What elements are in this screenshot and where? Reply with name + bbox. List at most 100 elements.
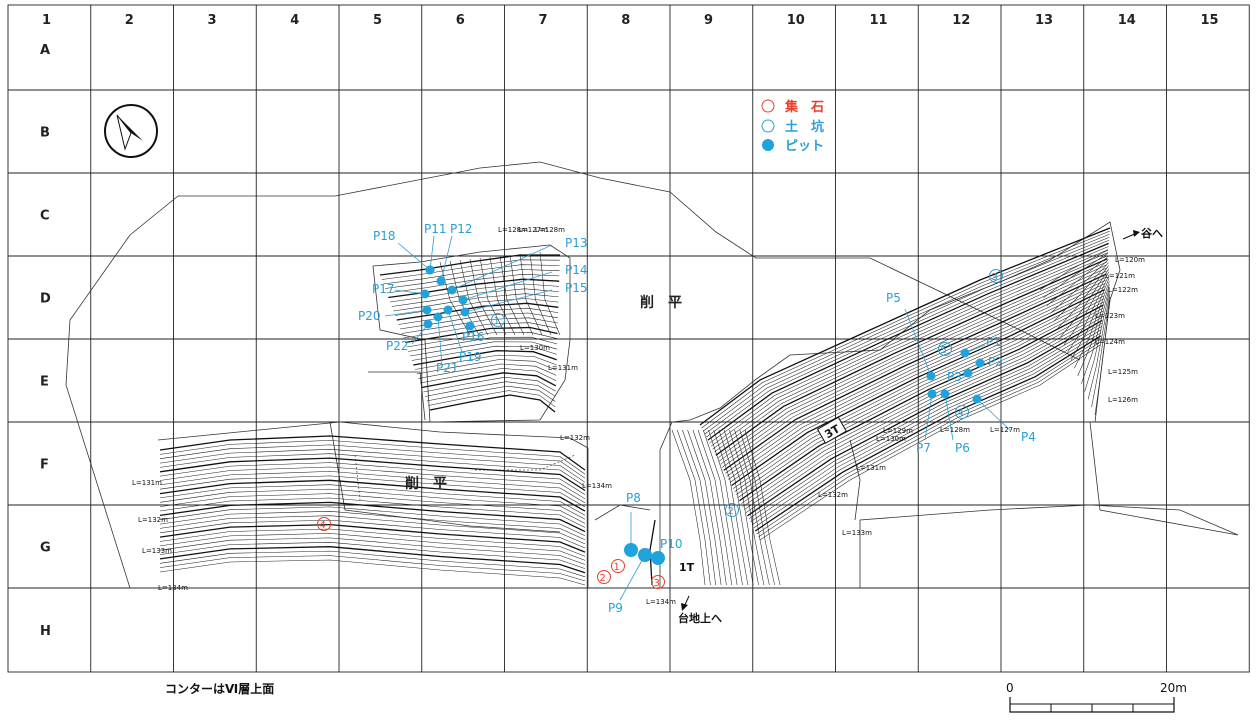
- pit-label-p16: P16: [462, 330, 485, 344]
- plateau-direction-label: 台地上へ: [678, 611, 722, 625]
- pit-leader: [964, 344, 986, 354]
- contour-central: [418, 363, 557, 379]
- legend-doko-icon: [761, 119, 775, 133]
- contour-pit-fan: [499, 255, 525, 336]
- contour-ne: [1046, 256, 1109, 306]
- row-label: G: [40, 541, 51, 556]
- contour-central: [393, 293, 559, 312]
- elevation-label: L=131m: [856, 464, 886, 472]
- row-label: F: [40, 458, 49, 473]
- column-label: 6: [456, 13, 465, 28]
- contour-pit-fan: [529, 252, 552, 336]
- contour-slope: [731, 289, 1105, 487]
- pit-leader: [924, 393, 933, 441]
- pit-leader: [979, 362, 991, 365]
- contour-g8: [729, 429, 765, 586]
- contour-slope: [699, 227, 1111, 426]
- contour-left: [159, 550, 586, 578]
- contour-slope: [707, 242, 1109, 441]
- pit-leader: [944, 393, 954, 441]
- elevation-label: L=120m: [1115, 256, 1145, 264]
- elevation-label: L=132m: [560, 434, 590, 442]
- contour-slope: [726, 280, 1106, 477]
- contour-left: [159, 488, 586, 520]
- shuseki-ring: [611, 559, 625, 573]
- contour-central: [424, 381, 556, 397]
- contour-left: [159, 497, 586, 528]
- column-label: 14: [1118, 13, 1136, 28]
- column-label: 2: [125, 13, 134, 28]
- contour-central: [408, 336, 558, 352]
- pit-label-p21: P21: [436, 361, 459, 375]
- row-label: D: [40, 292, 51, 307]
- pit-leader: [469, 325, 476, 337]
- pit-label-p18: P18: [373, 229, 396, 243]
- feature-layer: P18 P11 P12P13P14P15P17P20P16P22P19P21P5P1…: [317, 222, 1036, 615]
- contour-central: [389, 283, 560, 303]
- contour-central: [388, 278, 560, 299]
- central-block-outline: [372, 244, 571, 423]
- contour-central: [411, 345, 557, 361]
- doko-number: 1: [494, 316, 500, 327]
- elevation-label: L=124m: [1095, 338, 1125, 346]
- contour-left: [159, 471, 586, 504]
- label-layer: L=120m L=121m L=122m L=123m L=124m L=125m L=12…: [132, 226, 1145, 606]
- contour-slope: [736, 298, 1105, 495]
- contour-left: [159, 457, 586, 492]
- contour-slope: [744, 313, 1103, 510]
- column-label: 15: [1201, 13, 1219, 28]
- pit-leader: [451, 244, 553, 291]
- contour-left: [159, 519, 586, 549]
- contour-ne: [1094, 299, 1111, 416]
- doko-number: 4: [958, 408, 964, 419]
- pit-leader: [397, 242, 431, 271]
- g8-edge: [649, 519, 656, 586]
- doko-number: 3: [992, 272, 998, 283]
- contour-ne: [1043, 252, 1109, 299]
- pit-label-p13: P13: [565, 236, 588, 250]
- row-label: E: [40, 375, 49, 390]
- grid-frame: [7, 4, 1250, 673]
- contour-g8: [682, 429, 716, 586]
- contour-ne: [1070, 277, 1110, 361]
- pit-label-p9: P9: [608, 601, 623, 615]
- column-label: 4: [290, 13, 299, 28]
- contour-pit-fan: [469, 258, 498, 336]
- elevation-label: L=133m: [142, 547, 172, 555]
- contour-central: [416, 359, 557, 375]
- contour-pit-fan: [459, 259, 489, 336]
- trench-1t-label: 1T: [679, 561, 695, 574]
- contour-slope: [709, 246, 1109, 444]
- contour-central: [421, 372, 557, 389]
- contour-slope: [723, 273, 1107, 471]
- contour-central: [413, 350, 557, 366]
- doko-ring: [725, 503, 739, 517]
- contour-left: [159, 453, 586, 487]
- pit-label-p19: P19: [459, 350, 482, 364]
- central-block-inner: [368, 371, 426, 421]
- contour-left: [159, 533, 586, 561]
- contour-left: [159, 506, 586, 536]
- legend-shuseki-icon: [761, 99, 775, 113]
- contour-central: [403, 322, 558, 339]
- elevation-label: L=128m: [535, 226, 565, 234]
- shuseki-number: 1: [614, 562, 620, 573]
- left-cut-label: 削 平: [405, 475, 447, 492]
- column-label: 11: [870, 13, 888, 28]
- contour-ne: [1063, 271, 1110, 345]
- contour-central: [419, 368, 557, 384]
- shuseki-ring: [597, 570, 611, 584]
- pit-label-p15: P15: [565, 281, 588, 295]
- contour-slope: [747, 319, 1103, 517]
- contour-slope: [733, 292, 1105, 489]
- contour-ne: [1056, 265, 1109, 330]
- pit-leader: [411, 323, 429, 345]
- contour-pit-fan: [439, 261, 471, 336]
- column-label: 8: [621, 13, 630, 28]
- contour-slope: [729, 286, 1106, 483]
- contour-slope: [739, 304, 1104, 502]
- contour-slope: [710, 249, 1109, 447]
- contour-pit-fan: [509, 254, 534, 336]
- slope-outline: [671, 221, 1121, 423]
